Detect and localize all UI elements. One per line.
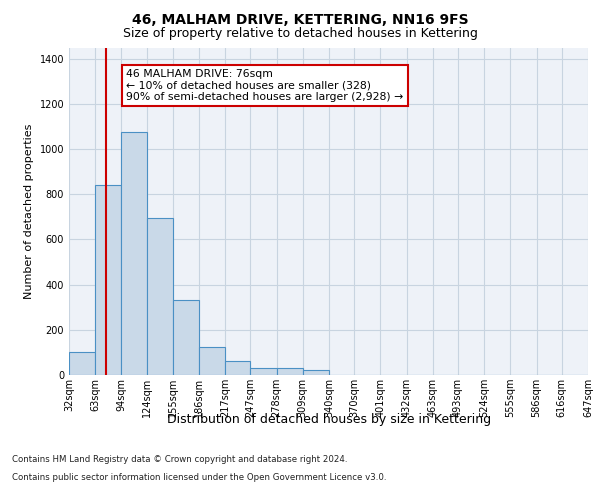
Bar [95, 186, 121, 375]
Bar [69, 352, 95, 375]
Bar [146, 218, 173, 375]
Bar [173, 300, 199, 375]
Text: Distribution of detached houses by size in Kettering: Distribution of detached houses by size … [167, 412, 491, 426]
Bar [303, 370, 329, 375]
Text: 46, MALHAM DRIVE, KETTERING, NN16 9FS: 46, MALHAM DRIVE, KETTERING, NN16 9FS [131, 12, 469, 26]
Y-axis label: Number of detached properties: Number of detached properties [24, 124, 34, 299]
Text: 46 MALHAM DRIVE: 76sqm
← 10% of detached houses are smaller (328)
90% of semi-de: 46 MALHAM DRIVE: 76sqm ← 10% of detached… [127, 69, 404, 102]
Text: Size of property relative to detached houses in Kettering: Size of property relative to detached ho… [122, 28, 478, 40]
Bar [121, 132, 146, 375]
Text: Contains HM Land Registry data © Crown copyright and database right 2024.: Contains HM Land Registry data © Crown c… [12, 455, 347, 464]
Bar [250, 368, 277, 375]
Bar [199, 347, 225, 375]
Bar [277, 368, 303, 375]
Bar [225, 362, 250, 375]
Text: Contains public sector information licensed under the Open Government Licence v3: Contains public sector information licen… [12, 472, 386, 482]
